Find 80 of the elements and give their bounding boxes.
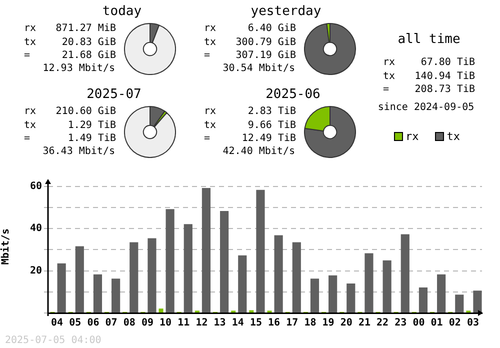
bar bbox=[75, 246, 84, 312]
chart-title: today bbox=[101, 4, 143, 19]
bar bbox=[455, 294, 464, 312]
bar bbox=[57, 263, 66, 312]
bar bbox=[382, 260, 392, 312]
y-axis-title: Mbit/s bbox=[0, 228, 12, 265]
chart-title: 2025-06 bbox=[264, 87, 322, 102]
x-tick-label: 10 bbox=[160, 318, 172, 329]
x-tick-label: 15 bbox=[250, 318, 262, 329]
text: tx 20.83 GiB bbox=[24, 36, 116, 48]
text: = 1.49 TiB bbox=[24, 133, 116, 144]
text: rx 2.83 TiB bbox=[204, 106, 296, 117]
bar bbox=[158, 308, 164, 312]
bar bbox=[364, 253, 374, 312]
text: tx 1.29 TiB bbox=[24, 120, 116, 130]
x-tick-label: 13 bbox=[214, 318, 226, 329]
bar bbox=[202, 188, 211, 312]
x-tick-label: 08 bbox=[123, 318, 136, 329]
text: rx 6.40 GiB bbox=[204, 23, 296, 34]
bar bbox=[256, 190, 265, 312]
text: rx 871.27 MiB bbox=[24, 23, 116, 34]
bar bbox=[148, 238, 156, 312]
x-tick-label: 04 bbox=[51, 318, 64, 329]
y-tick-label: 40 bbox=[30, 223, 42, 234]
text: = 21.68 GiB bbox=[24, 50, 116, 61]
text: = 208.73 TiB bbox=[383, 84, 475, 95]
chart-title: 2025-07 bbox=[86, 87, 142, 102]
bar bbox=[166, 209, 174, 312]
x-tick-label: 01 bbox=[430, 318, 443, 329]
x-tick-label: 22 bbox=[376, 318, 389, 329]
chart-title: yesterday bbox=[250, 4, 322, 19]
text: since 2024-09-05 bbox=[376, 102, 476, 113]
bar bbox=[418, 287, 428, 312]
x-tick-label: 18 bbox=[304, 318, 316, 329]
bar bbox=[184, 224, 192, 312]
bar bbox=[274, 235, 283, 312]
x-tick-label: 11 bbox=[178, 318, 190, 329]
y-tick-label: 60 bbox=[30, 180, 42, 192]
x-tick-label: 02 bbox=[448, 318, 461, 329]
bar bbox=[112, 278, 120, 312]
x-tick-label: 09 bbox=[141, 318, 154, 329]
y-tick-label: 20 bbox=[30, 265, 42, 276]
x-tick-label: 23 bbox=[394, 318, 407, 329]
text: = 12.49 TiB bbox=[204, 133, 296, 144]
bar bbox=[130, 242, 138, 312]
bar bbox=[292, 242, 301, 312]
bar bbox=[93, 274, 102, 312]
text: 30.54 Mbit/s bbox=[222, 63, 295, 74]
bar bbox=[437, 274, 446, 312]
x-tick-label: 12 bbox=[196, 318, 208, 329]
text: all time bbox=[396, 32, 462, 47]
bar bbox=[346, 283, 356, 312]
bar bbox=[310, 278, 320, 312]
x-tick-label: 06 bbox=[87, 318, 100, 329]
x-tick-label: 14 bbox=[232, 318, 244, 329]
text: 12.93 Mbit/s bbox=[42, 63, 115, 74]
text: 42.40 Mbit/s bbox=[222, 146, 295, 157]
x-tick-label: 16 bbox=[268, 318, 280, 329]
text: rx 210.60 GiB bbox=[24, 106, 116, 117]
legend-label: tx bbox=[446, 130, 460, 143]
x-tick-label: 20 bbox=[340, 318, 352, 329]
bar bbox=[220, 211, 229, 312]
text: tx 300.79 GiB bbox=[204, 36, 296, 48]
x-tick-label: 05 bbox=[69, 318, 82, 329]
x-tick-label: 00 bbox=[412, 318, 425, 329]
text: tx 9.66 TiB bbox=[204, 120, 296, 130]
x-tick-label: 21 bbox=[358, 318, 370, 329]
bar bbox=[473, 290, 482, 312]
x-tick-label: 07 bbox=[105, 318, 118, 329]
text: tx 140.94 TiB bbox=[383, 70, 475, 82]
text: 36.43 Mbit/s bbox=[42, 146, 115, 157]
x-tick-label: 03 bbox=[466, 318, 479, 329]
bar bbox=[400, 234, 410, 312]
bar bbox=[238, 255, 247, 312]
x-tick-label: 17 bbox=[286, 318, 298, 329]
bar bbox=[328, 275, 338, 312]
text: rx 67.80 TiB bbox=[383, 57, 475, 68]
legend-label: rx bbox=[404, 130, 419, 143]
text: = 307.19 GiB bbox=[204, 50, 296, 61]
x-tick-label: 19 bbox=[322, 318, 334, 329]
